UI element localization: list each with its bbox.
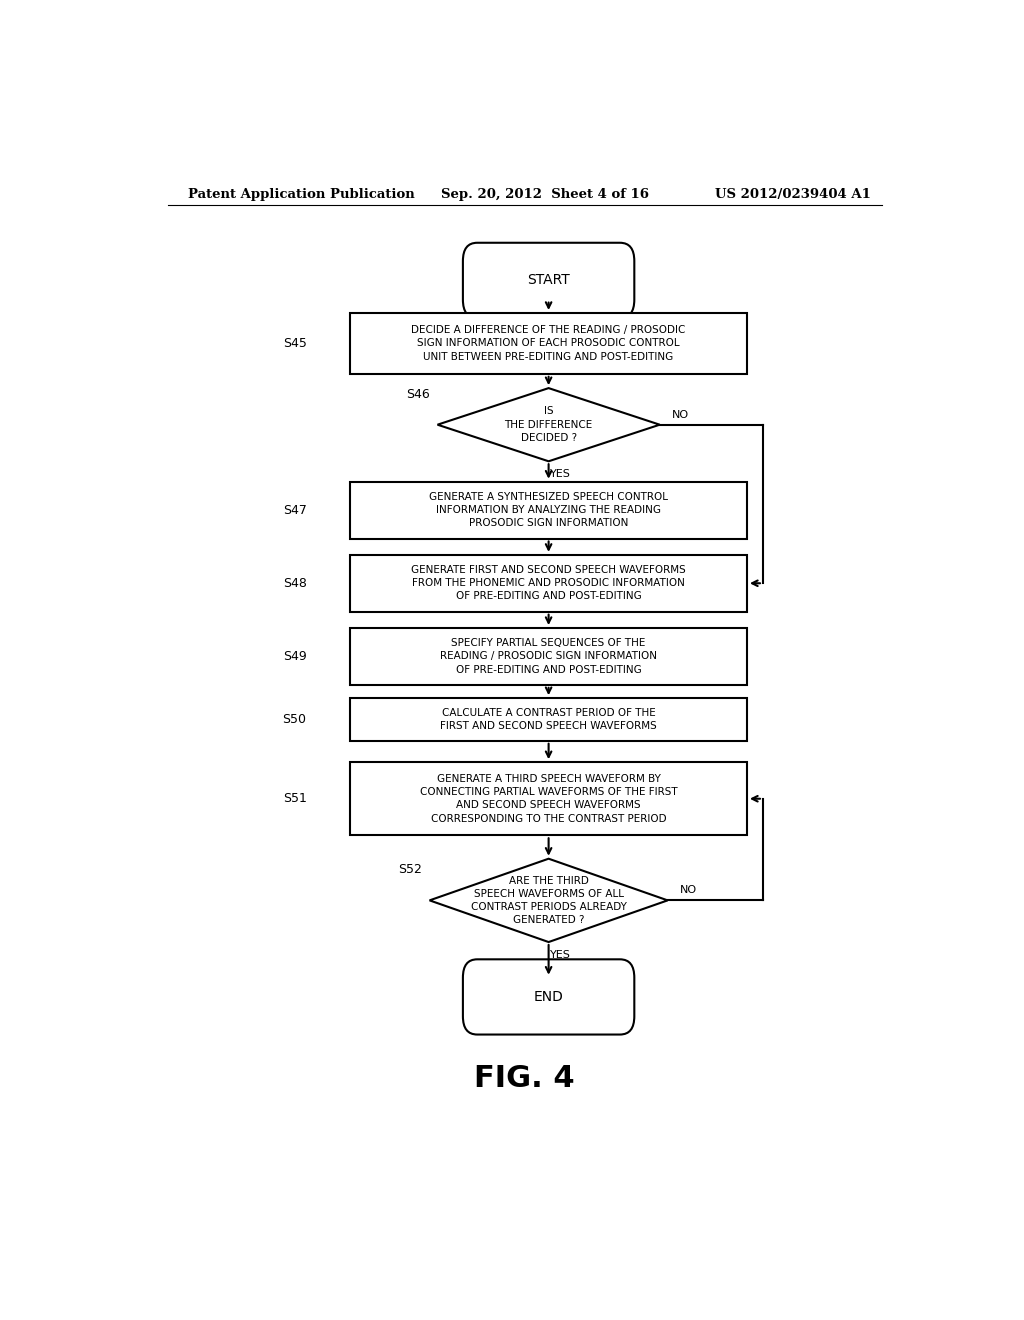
- FancyBboxPatch shape: [463, 960, 634, 1035]
- Text: US 2012/0239404 A1: US 2012/0239404 A1: [715, 189, 871, 202]
- Text: S49: S49: [283, 649, 306, 663]
- Text: FIG. 4: FIG. 4: [474, 1064, 575, 1093]
- Bar: [350, 554, 748, 611]
- Text: START: START: [527, 273, 570, 288]
- Text: S50: S50: [283, 713, 306, 726]
- Text: S48: S48: [283, 577, 306, 590]
- Text: YES: YES: [550, 950, 571, 960]
- Bar: [350, 762, 748, 836]
- Text: GENERATE A SYNTHESIZED SPEECH CONTROL
INFORMATION BY ANALYZING THE READING
PROSO: GENERATE A SYNTHESIZED SPEECH CONTROL IN…: [429, 492, 668, 528]
- Text: Sep. 20, 2012  Sheet 4 of 16: Sep. 20, 2012 Sheet 4 of 16: [441, 189, 649, 202]
- Polygon shape: [430, 859, 668, 942]
- FancyBboxPatch shape: [463, 243, 634, 318]
- Text: DECIDE A DIFFERENCE OF THE READING / PROSODIC
SIGN INFORMATION OF EACH PROSODIC : DECIDE A DIFFERENCE OF THE READING / PRO…: [412, 325, 686, 362]
- Text: GENERATE A THIRD SPEECH WAVEFORM BY
CONNECTING PARTIAL WAVEFORMS OF THE FIRST
AN: GENERATE A THIRD SPEECH WAVEFORM BY CONN…: [420, 774, 678, 824]
- Text: NO: NO: [672, 409, 689, 420]
- Bar: [350, 313, 748, 374]
- Text: S52: S52: [397, 863, 422, 876]
- Bar: [350, 482, 748, 539]
- Text: ARE THE THIRD
SPEECH WAVEFORMS OF ALL
CONTRAST PERIODS ALREADY
GENERATED ?: ARE THE THIRD SPEECH WAVEFORMS OF ALL CO…: [471, 875, 627, 925]
- Bar: [350, 628, 748, 685]
- Text: IS
THE DIFFERENCE
DECIDED ?: IS THE DIFFERENCE DECIDED ?: [505, 407, 593, 444]
- Text: CALCULATE A CONTRAST PERIOD OF THE
FIRST AND SECOND SPEECH WAVEFORMS: CALCULATE A CONTRAST PERIOD OF THE FIRST…: [440, 708, 657, 731]
- Text: S51: S51: [283, 792, 306, 805]
- Text: NO: NO: [680, 886, 696, 895]
- Text: S47: S47: [283, 503, 306, 516]
- Text: SPECIFY PARTIAL SEQUENCES OF THE
READING / PROSODIC SIGN INFORMATION
OF PRE-EDIT: SPECIFY PARTIAL SEQUENCES OF THE READING…: [440, 639, 657, 675]
- Text: Patent Application Publication: Patent Application Publication: [187, 189, 415, 202]
- Text: YES: YES: [550, 470, 571, 479]
- Bar: [350, 698, 748, 741]
- Text: S46: S46: [406, 388, 430, 401]
- Text: END: END: [534, 990, 563, 1005]
- Text: GENERATE FIRST AND SECOND SPEECH WAVEFORMS
FROM THE PHONEMIC AND PROSODIC INFORM: GENERATE FIRST AND SECOND SPEECH WAVEFOR…: [412, 565, 686, 602]
- Polygon shape: [437, 388, 659, 461]
- Text: S45: S45: [283, 337, 306, 350]
